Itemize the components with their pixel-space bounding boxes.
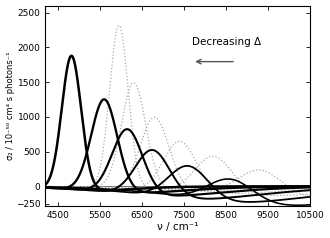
Y-axis label: σ₂ / 10⁻⁵⁰ cm⁴ s photons⁻¹: σ₂ / 10⁻⁵⁰ cm⁴ s photons⁻¹ <box>6 51 15 160</box>
X-axis label: ν / cm⁻¹: ν / cm⁻¹ <box>157 223 199 233</box>
Text: Decreasing Δ: Decreasing Δ <box>192 37 261 47</box>
